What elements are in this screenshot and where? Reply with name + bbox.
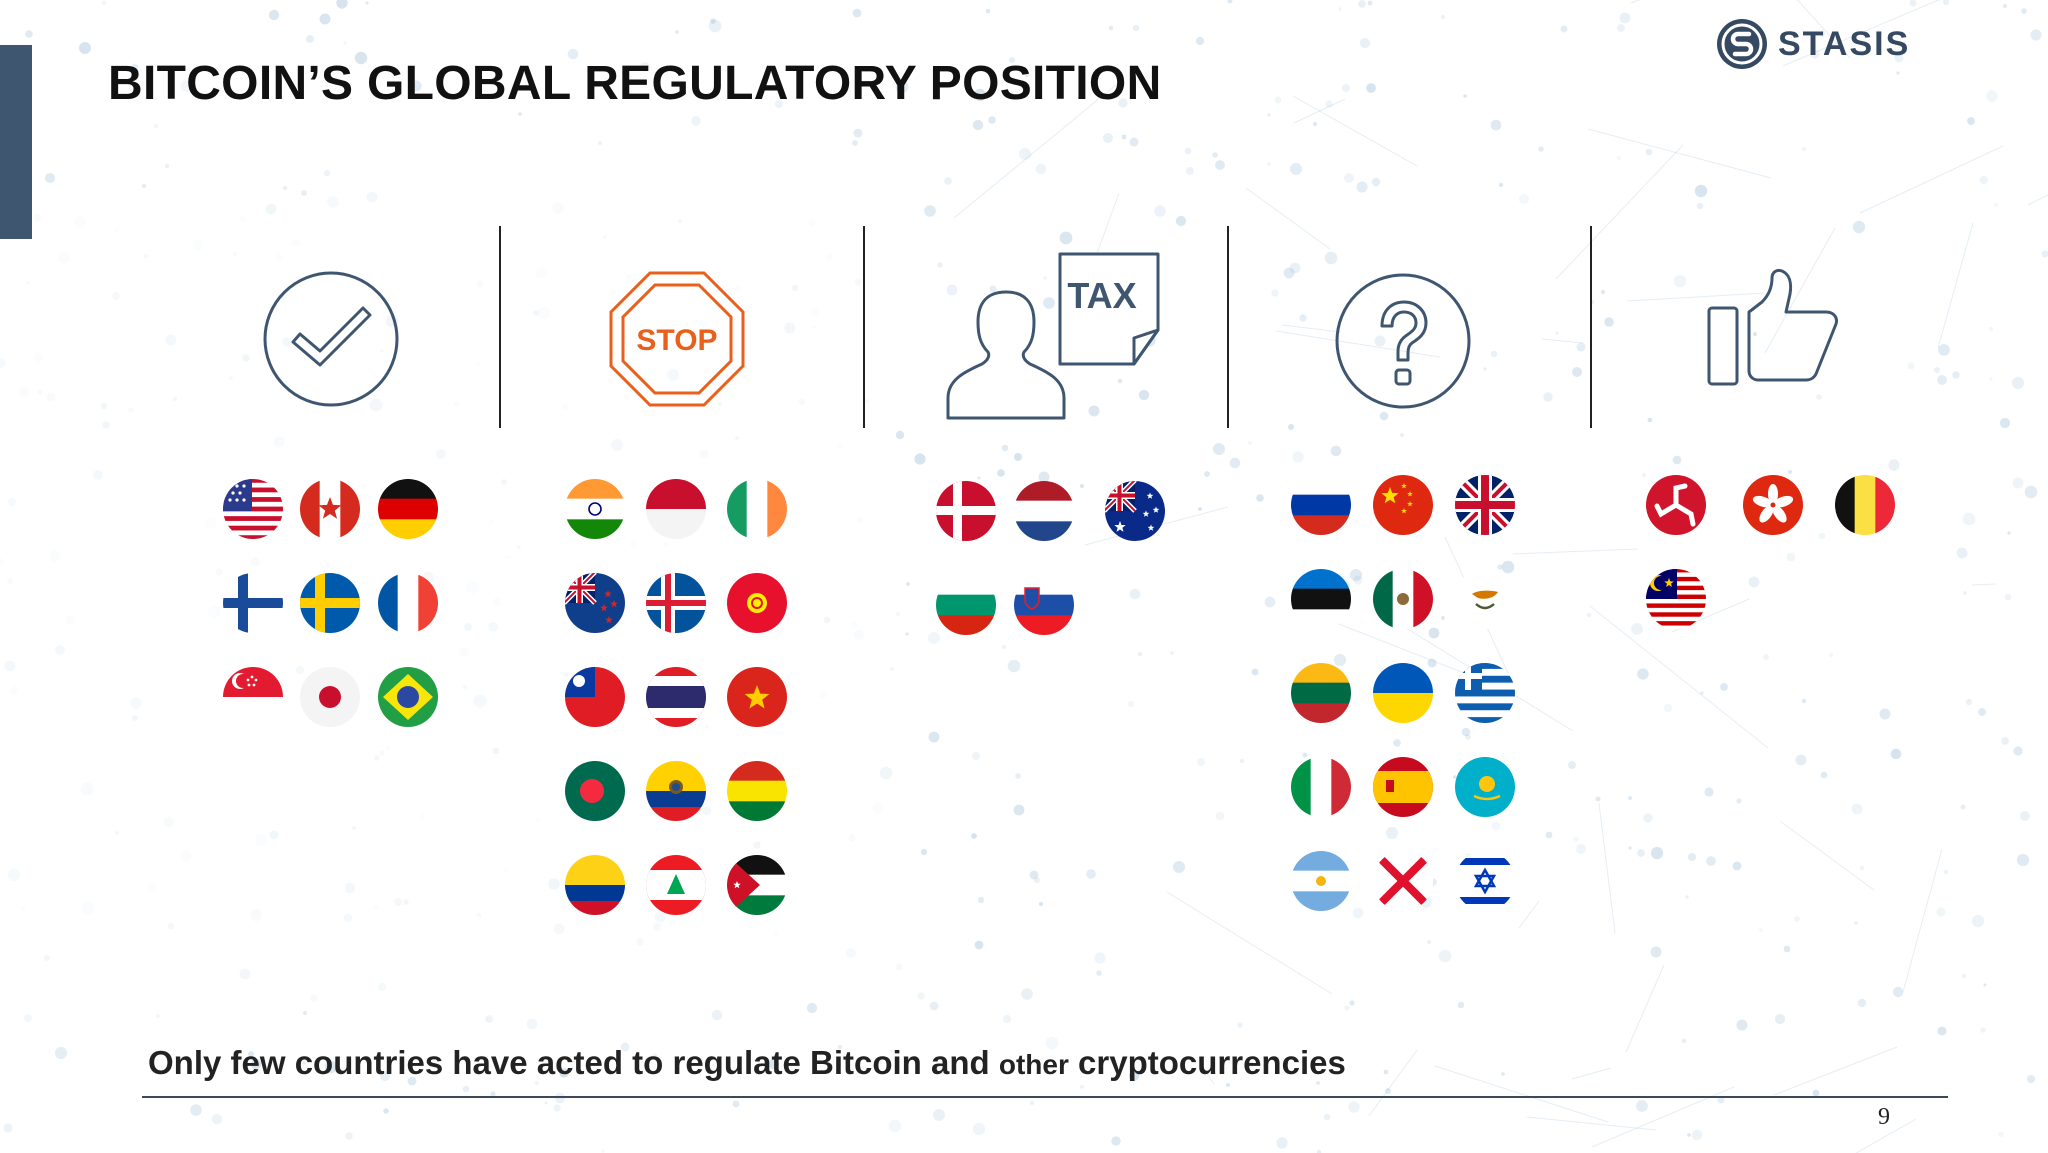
tax-document-label: TAX <box>1067 275 1136 316</box>
stasis-logo-icon <box>1717 19 1767 69</box>
tax-person-icon: TAX <box>946 252 1160 420</box>
column-divider <box>1227 226 1229 428</box>
flag-japan-icon <box>300 667 360 727</box>
caption-text-b: other <box>998 1049 1069 1080</box>
flag-finland-icon <box>223 573 283 633</box>
flag-hong-kong-icon <box>1743 475 1803 535</box>
flag-australia-icon <box>1105 481 1165 541</box>
flag-india-icon <box>565 479 625 539</box>
flag-argentina-icon <box>1291 851 1351 911</box>
flag-jersey-icon <box>1373 851 1433 911</box>
checkmark-circle-icon <box>263 271 399 407</box>
thumbs-up-icon <box>1707 268 1838 386</box>
stasis-logo: STASIS <box>1716 18 1910 70</box>
flag-israel-icon <box>1455 851 1515 911</box>
flag-france-icon <box>378 573 438 633</box>
flag-belgium-icon <box>1835 475 1895 535</box>
stasis-logo-text: STASIS <box>1778 24 1911 63</box>
flag-spain-icon <box>1373 757 1433 817</box>
flag-kyrgyzstan-icon <box>727 573 787 633</box>
flag-thailand-icon <box>646 667 706 727</box>
flag-canada-icon <box>300 479 360 539</box>
flag-bolivia-icon <box>727 761 787 821</box>
column-divider <box>863 226 865 428</box>
flag-usa-icon <box>223 479 283 539</box>
caption-text-c: cryptocurrencies <box>1068 1044 1346 1081</box>
flag-kazakhstan-icon <box>1455 757 1515 817</box>
question-circle-icon <box>1335 273 1471 409</box>
flag-cyprus-icon <box>1455 569 1515 629</box>
flag-ireland-icon <box>727 479 787 539</box>
flag-malaysia-icon <box>1646 569 1706 629</box>
flag-sweden-icon <box>300 573 360 633</box>
flag-mexico-icon <box>1373 569 1433 629</box>
flag-taiwan-icon <box>565 667 625 727</box>
flag-greece-icon <box>1455 663 1515 723</box>
stop-sign-icon: STOP <box>609 271 745 407</box>
flag-ecuador-icon <box>646 761 706 821</box>
flag-bangladesh-icon <box>565 761 625 821</box>
page-number: 9 <box>1878 1104 1890 1130</box>
flag-lithuania-icon <box>1291 663 1351 723</box>
slide-caption: Only few countries have acted to regulat… <box>148 1044 1346 1082</box>
flag-netherlands-icon <box>1014 481 1074 541</box>
flag-indonesia-icon <box>646 479 706 539</box>
flag-united-kingdom-icon <box>1455 475 1515 535</box>
flag-iceland-icon <box>646 573 706 633</box>
flag-germany-icon <box>378 479 438 539</box>
flag-vietnam-icon <box>727 667 787 727</box>
flag-estonia-icon <box>1291 569 1351 629</box>
flag-jordan-icon <box>727 855 787 915</box>
flag-singapore-icon <box>223 667 283 727</box>
flag-china-icon <box>1373 475 1433 535</box>
caption-rule <box>142 1096 1948 1098</box>
accent-bar <box>0 45 32 239</box>
flag-lebanon-icon <box>646 855 706 915</box>
flag-ukraine-icon <box>1373 663 1433 723</box>
stop-sign-label: STOP <box>636 324 717 357</box>
flag-slovenia-icon <box>1014 575 1074 635</box>
flag-denmark-icon <box>936 481 996 541</box>
flag-new-zealand-icon <box>565 573 625 633</box>
column-divider <box>1590 226 1592 428</box>
flag-italy-icon <box>1291 757 1351 817</box>
caption-text-a: Only few countries have acted to regulat… <box>148 1044 999 1081</box>
page-title: BITCOIN’S GLOBAL REGULATORY POSITION <box>108 57 1162 110</box>
flag-russia-icon <box>1291 475 1351 535</box>
flag-bulgaria-icon <box>936 575 996 635</box>
flag-brazil-icon <box>378 667 438 727</box>
flag-isle-of-man-icon <box>1646 475 1706 535</box>
column-divider <box>499 226 501 428</box>
flag-colombia-icon <box>565 855 625 915</box>
